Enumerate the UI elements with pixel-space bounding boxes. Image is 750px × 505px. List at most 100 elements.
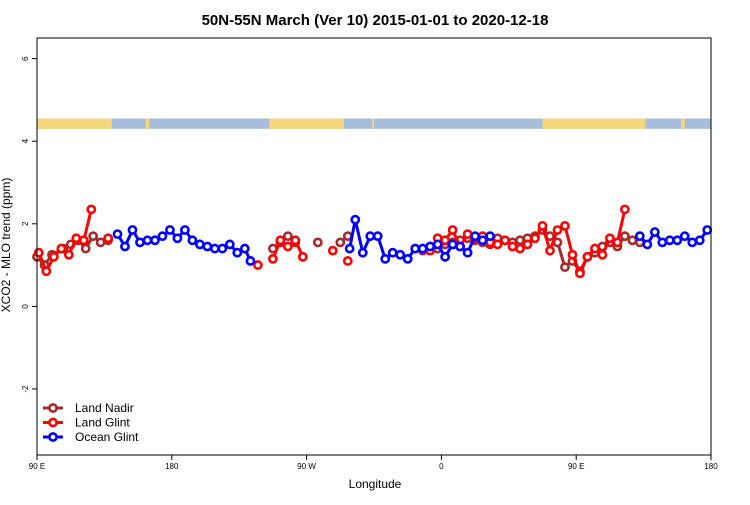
- land-glint-point: [342, 256, 353, 266]
- ocean-glint-point: [224, 239, 235, 250]
- ocean-glint-point: [209, 243, 220, 254]
- land-glint-point: [86, 204, 97, 215]
- ocean-glint-point: [344, 243, 355, 254]
- ocean-glint-point: [187, 235, 198, 246]
- x-tick-label: 180: [165, 462, 179, 471]
- land-glint-point: [327, 245, 338, 256]
- land-nadir-point: [560, 262, 570, 273]
- land-nadir-point: [282, 231, 293, 242]
- ocean-glint-point: [180, 225, 190, 235]
- land-glint-point: [41, 266, 52, 277]
- ocean-glint-point: [120, 241, 130, 252]
- ocean-glint-point: [157, 231, 168, 242]
- land-glint-point: [552, 225, 563, 235]
- y-tick-label: 4: [21, 138, 30, 143]
- land-glint-point: [297, 251, 308, 262]
- x-tick-label: 0: [439, 462, 444, 471]
- chart-title: 50N-55N March (Ver 10) 2015-01-01 to 202…: [202, 12, 549, 29]
- legend-marker: [48, 417, 58, 428]
- ocean-glint-point: [657, 237, 668, 248]
- land-glint-point: [612, 237, 623, 248]
- ocean-glint-point: [239, 243, 250, 254]
- ocean-glint-point: [672, 235, 683, 246]
- ocean-glint-point: [417, 243, 428, 254]
- land-glint-point: [507, 241, 518, 252]
- legend-label: Land Glint: [75, 416, 130, 430]
- series-ocean-glint: [112, 214, 713, 266]
- ocean-glint-point: [702, 225, 713, 235]
- land-glint-point: [590, 243, 600, 254]
- land-glint-point: [567, 249, 578, 260]
- ocean-glint-point: [440, 251, 451, 262]
- ocean-glint-point: [485, 231, 495, 242]
- land-glint-point: [440, 235, 451, 246]
- ocean-glint-point: [380, 253, 391, 264]
- ocean-glint-point: [365, 231, 376, 242]
- land-glint-point: [56, 243, 67, 254]
- x-tick-label: 90 E: [568, 462, 584, 471]
- series-layer: [32, 204, 713, 279]
- ocean-glint-point: [150, 235, 160, 246]
- ocean-glint-point: [387, 247, 398, 258]
- land-ocean-mask: [37, 118, 711, 129]
- ocean-glint-point: [664, 235, 675, 246]
- legend-marker: [48, 432, 58, 442]
- legend-entry-land-nadir: Land Nadir: [43, 401, 134, 415]
- ocean-glint-point: [402, 253, 413, 264]
- ocean-glint-point: [432, 239, 443, 250]
- land-segment: [37, 118, 112, 129]
- ocean-glint-point: [194, 239, 205, 250]
- land-nadir-point: [95, 237, 106, 248]
- ocean-glint-point: [112, 229, 123, 240]
- legend-entry-ocean-glint: Ocean Glint: [43, 430, 139, 444]
- ocean-glint-point: [455, 241, 466, 252]
- ocean-glint-point: [470, 231, 480, 242]
- ocean-glint-point: [634, 231, 645, 242]
- land-glint-point: [447, 225, 458, 235]
- land-glint-point: [605, 233, 615, 244]
- land-segment: [145, 118, 150, 129]
- ocean-glint-point: [694, 235, 705, 246]
- legend-marker: [48, 403, 58, 413]
- land-segment: [681, 118, 685, 129]
- ocean-glint-point: [127, 225, 138, 235]
- land-glint-point: [492, 239, 503, 250]
- ocean-glint-point: [202, 241, 213, 252]
- y-tick-label: 2: [21, 221, 30, 226]
- land-segment: [372, 118, 374, 129]
- ocean-glint-point: [462, 247, 473, 258]
- ocean-glint-point: [410, 243, 421, 254]
- land-glint-point: [530, 233, 540, 244]
- y-tick-label: 6: [21, 56, 30, 61]
- land-glint-point: [290, 235, 301, 246]
- ocean-glint-point: [395, 249, 406, 260]
- ocean-glint-point: [642, 239, 653, 250]
- ocean-glint-point: [679, 231, 690, 242]
- land-glint-point: [275, 235, 286, 246]
- land-segment: [269, 118, 345, 129]
- ocean-glint-point: [165, 225, 175, 235]
- x-tick-label: 90 W: [297, 462, 316, 471]
- land-glint-point: [597, 249, 608, 260]
- land-nadir-point: [88, 231, 99, 242]
- ocean-glint-point: [425, 241, 436, 252]
- legend-label: Land Nadir: [75, 401, 134, 415]
- ocean-glint-point: [217, 243, 228, 254]
- series-land-glint: [33, 204, 630, 279]
- land-glint-point: [282, 241, 293, 252]
- land-glint-point: [48, 251, 59, 262]
- ocean-glint-point: [477, 235, 488, 246]
- land-glint-point: [63, 249, 74, 260]
- x-axis-label: Longitude: [349, 477, 402, 491]
- land-glint-point: [33, 247, 44, 258]
- ocean-glint-point: [232, 247, 243, 258]
- x-tick-label: 180: [704, 462, 718, 471]
- y-tick-label: 0: [21, 304, 30, 309]
- ocean-glint-point: [447, 239, 458, 250]
- land-nadir-point: [335, 237, 346, 248]
- land-nadir-point: [312, 237, 323, 248]
- land-glint-point: [71, 233, 82, 244]
- land-nadir-point: [515, 235, 525, 246]
